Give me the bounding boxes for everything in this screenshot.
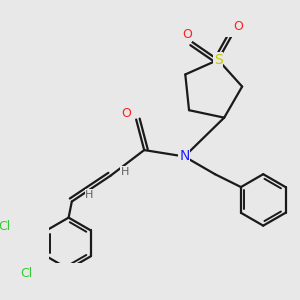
Text: H: H: [121, 167, 129, 177]
Text: O: O: [122, 106, 131, 120]
Text: Cl: Cl: [21, 267, 33, 280]
Text: Cl: Cl: [0, 220, 11, 233]
Text: O: O: [233, 20, 243, 33]
Text: H: H: [85, 190, 94, 200]
Text: S: S: [214, 53, 223, 67]
Text: N: N: [179, 149, 190, 164]
Text: O: O: [182, 28, 192, 41]
